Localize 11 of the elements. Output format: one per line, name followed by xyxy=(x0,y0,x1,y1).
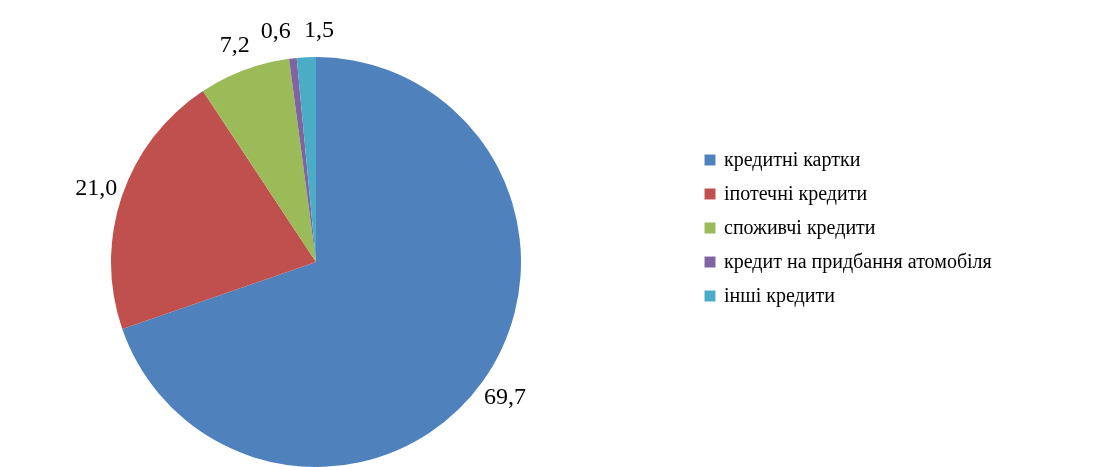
data-label: 7,2 xyxy=(219,30,250,57)
pie-slice xyxy=(202,58,316,262)
data-label: 1,5 xyxy=(304,16,335,43)
legend-label: споживчі кредити xyxy=(724,216,876,239)
legend-label: кредит на придбання атомобіля xyxy=(724,250,992,273)
data-label: 69,7 xyxy=(483,382,526,409)
data-label: 21,0 xyxy=(75,173,118,200)
legend-label: кредитні картки xyxy=(724,148,861,171)
legend-label: іпотечні кредити xyxy=(724,182,868,205)
data-label: 0,6 xyxy=(260,17,291,44)
legend-label: інші кредити xyxy=(724,284,836,307)
